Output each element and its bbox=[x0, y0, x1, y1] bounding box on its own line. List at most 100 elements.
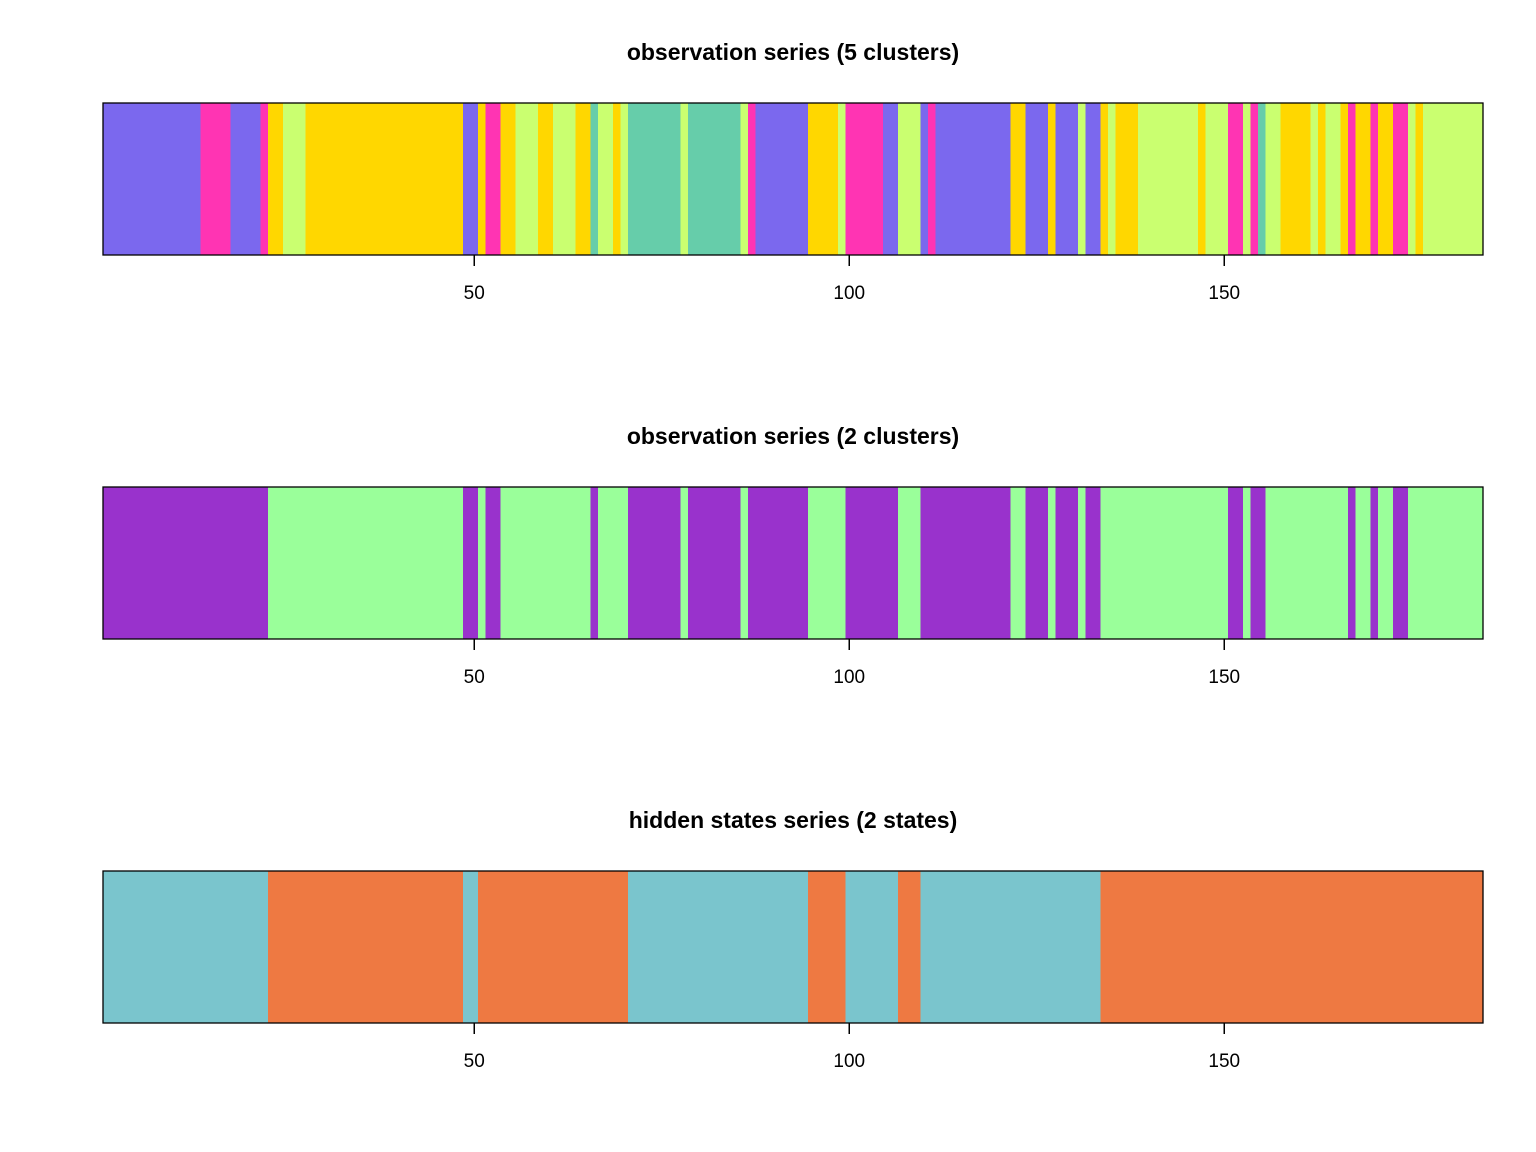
panel-hidden-states: hidden states series (2 states) 50 100 150 bbox=[0, 768, 1536, 1152]
segment-state-1 bbox=[628, 487, 681, 639]
segments bbox=[103, 487, 1484, 639]
segment-state-4 bbox=[553, 103, 576, 255]
segment-state-2 bbox=[1100, 871, 1484, 1023]
segment-state-1 bbox=[463, 103, 479, 255]
segment-state-1 bbox=[1085, 103, 1101, 255]
x-axis: 50 100 150 bbox=[464, 1023, 1240, 1072]
chart-hidden-states: hidden states series (2 states) 50 100 150 bbox=[102, 807, 1484, 1072]
segment-state-2 bbox=[748, 103, 756, 255]
segment-state-1 bbox=[103, 871, 269, 1023]
panel-5-clusters: observation series (5 clusters) 50 100 150 bbox=[0, 0, 1536, 384]
segment-state-4 bbox=[1325, 103, 1341, 255]
segment-state-1 bbox=[883, 103, 899, 255]
segment-state-3 bbox=[1415, 103, 1424, 255]
segment-state-3 bbox=[1198, 103, 1206, 255]
segment-state-5 bbox=[590, 103, 599, 255]
segment-state-1 bbox=[688, 487, 741, 639]
segment-state-3 bbox=[1100, 103, 1109, 255]
segment-state-1 bbox=[230, 103, 261, 255]
segment-state-3 bbox=[1340, 103, 1349, 255]
segment-state-1 bbox=[935, 103, 1011, 255]
segment-state-4 bbox=[1205, 103, 1229, 255]
segment-state-3 bbox=[500, 103, 516, 255]
segment-state-1 bbox=[485, 487, 501, 639]
x-tick-label: 150 bbox=[1208, 1051, 1240, 1072]
segment-state-4 bbox=[898, 103, 921, 255]
segment-state-2 bbox=[268, 487, 464, 639]
segment-state-1 bbox=[463, 871, 479, 1023]
segment-state-3 bbox=[1378, 103, 1394, 255]
segment-state-2 bbox=[1355, 487, 1371, 639]
chart-title: observation series (2 clusters) bbox=[627, 423, 959, 449]
chart-title: hidden states series (2 states) bbox=[629, 807, 958, 833]
segment-state-4 bbox=[1078, 103, 1086, 255]
chart-5-clusters: observation series (5 clusters) 50 100 150 bbox=[102, 39, 1484, 304]
segment-state-2 bbox=[1048, 487, 1056, 639]
x-tick-label: 100 bbox=[833, 283, 865, 304]
segment-state-1 bbox=[1393, 487, 1409, 639]
segment-state-3 bbox=[1115, 103, 1139, 255]
plot-frame bbox=[102, 870, 1484, 1024]
segment-state-1 bbox=[1348, 487, 1356, 639]
segment-state-1 bbox=[1055, 103, 1079, 255]
x-tick-label: 100 bbox=[833, 667, 865, 688]
panel-2-clusters: observation series (2 clusters) 50 100 150 bbox=[0, 384, 1536, 768]
segment-state-5 bbox=[1258, 103, 1266, 255]
segment-state-1 bbox=[845, 487, 899, 639]
segment-state-4 bbox=[1108, 103, 1116, 255]
x-tick-label: 50 bbox=[464, 283, 485, 304]
segment-state-2 bbox=[898, 487, 921, 639]
x-axis: 50 100 150 bbox=[464, 255, 1240, 304]
segment-state-1 bbox=[755, 103, 809, 255]
segment-state-4 bbox=[740, 103, 749, 255]
segment-state-1 bbox=[1025, 487, 1049, 639]
segment-state-3 bbox=[1048, 103, 1056, 255]
x-axis: 50 100 150 bbox=[464, 639, 1240, 688]
segment-state-1 bbox=[103, 487, 269, 639]
segment-state-1 bbox=[920, 103, 929, 255]
segment-state-2 bbox=[1348, 103, 1356, 255]
segment-state-2 bbox=[500, 487, 591, 639]
segment-state-2 bbox=[478, 871, 629, 1023]
segment-state-3 bbox=[1355, 103, 1371, 255]
chart-2-clusters: observation series (2 clusters) 50 100 150 bbox=[102, 423, 1484, 688]
segment-state-4 bbox=[598, 103, 614, 255]
segment-state-4 bbox=[838, 103, 846, 255]
segment-state-2 bbox=[845, 103, 884, 255]
segment-state-4 bbox=[515, 103, 539, 255]
segment-state-2 bbox=[1393, 103, 1409, 255]
segment-state-1 bbox=[1228, 487, 1244, 639]
segment-state-1 bbox=[1085, 487, 1101, 639]
x-tick-label: 50 bbox=[464, 667, 485, 688]
segment-state-4 bbox=[283, 103, 306, 255]
segment-state-3 bbox=[808, 103, 839, 255]
segment-state-4 bbox=[680, 103, 689, 255]
segment-state-2 bbox=[1408, 487, 1484, 639]
segment-state-2 bbox=[1078, 487, 1086, 639]
segment-state-3 bbox=[305, 103, 464, 255]
segments bbox=[103, 103, 1484, 255]
segment-state-2 bbox=[200, 103, 231, 255]
segment-state-5 bbox=[628, 103, 681, 255]
plot-frame bbox=[102, 102, 1484, 256]
segment-state-3 bbox=[538, 103, 554, 255]
segment-state-1 bbox=[1055, 487, 1079, 639]
segment-state-3 bbox=[1280, 103, 1311, 255]
segment-state-4 bbox=[1265, 103, 1281, 255]
segment-state-2 bbox=[598, 487, 629, 639]
segment-state-2 bbox=[260, 103, 269, 255]
segment-state-1 bbox=[920, 871, 1101, 1023]
segment-state-1 bbox=[463, 487, 479, 639]
segment-state-4 bbox=[1243, 103, 1251, 255]
segment-state-1 bbox=[103, 103, 201, 255]
segment-state-2 bbox=[1228, 103, 1244, 255]
chart-title: observation series (5 clusters) bbox=[627, 39, 959, 65]
x-tick-label: 50 bbox=[464, 1051, 485, 1072]
segment-state-2 bbox=[485, 103, 501, 255]
segment-state-1 bbox=[590, 487, 599, 639]
segment-state-1 bbox=[920, 487, 1011, 639]
segment-state-3 bbox=[613, 103, 621, 255]
segment-state-5 bbox=[688, 103, 741, 255]
segment-state-2 bbox=[478, 487, 486, 639]
segment-state-2 bbox=[808, 871, 846, 1023]
